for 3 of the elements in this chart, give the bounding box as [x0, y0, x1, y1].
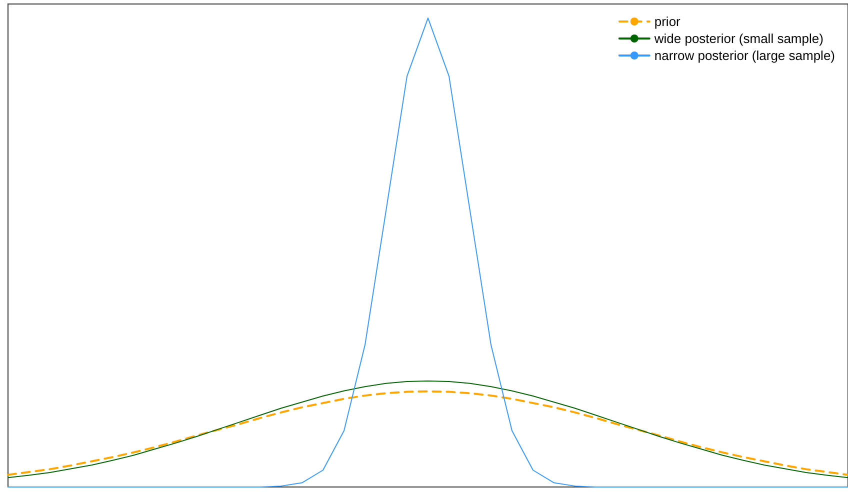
legend-label: narrow posterior (large sample) — [654, 48, 835, 63]
legend-label: wide posterior (small sample) — [653, 31, 824, 46]
legend-label: prior — [654, 14, 682, 29]
